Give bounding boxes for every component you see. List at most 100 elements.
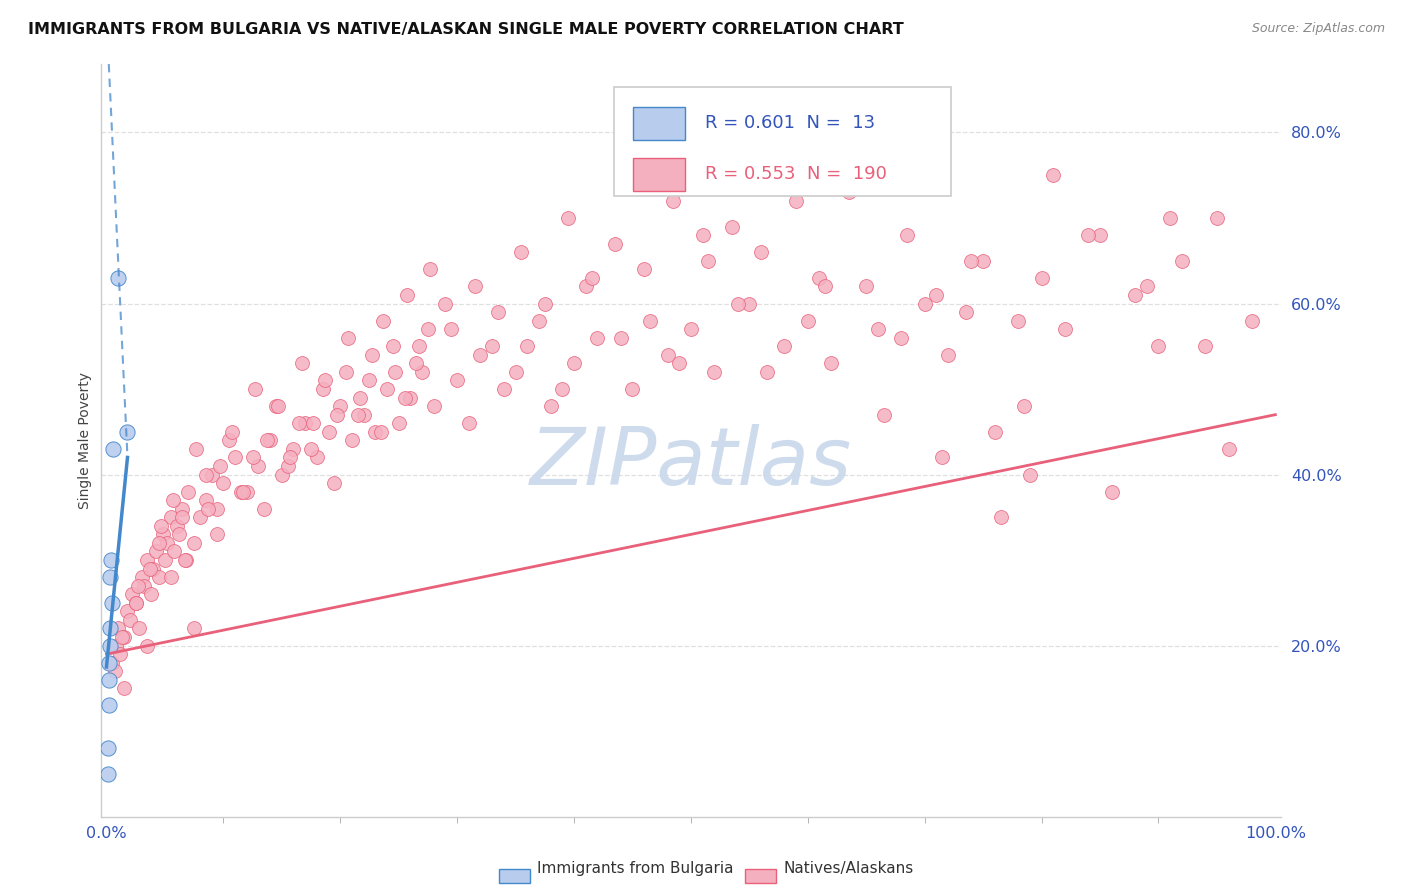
Point: [364, 425, 387, 439]
Point: [399, 391, 422, 405]
Point: [533, 296, 555, 310]
Point: [755, 365, 778, 379]
Point: [470, 348, 492, 362]
Point: [259, 434, 281, 448]
Point: [112, 630, 135, 644]
Point: [138, 561, 160, 575]
Point: [610, 331, 633, 345]
Point: [340, 434, 363, 448]
Point: [145, 544, 167, 558]
Point: [411, 365, 433, 379]
Point: [159, 510, 181, 524]
Point: [1171, 253, 1194, 268]
Point: [779, 160, 801, 174]
Point: [527, 313, 550, 327]
Point: [188, 510, 211, 524]
Point: [931, 450, 953, 465]
Point: [148, 570, 170, 584]
Text: R = 0.553  N =  190: R = 0.553 N = 190: [704, 165, 887, 183]
Point: [855, 279, 877, 293]
Point: [212, 476, 235, 491]
Point: [738, 296, 761, 310]
Point: [177, 484, 200, 499]
Point: [972, 253, 994, 268]
Point: [353, 408, 375, 422]
Point: [516, 339, 538, 353]
Point: [422, 399, 444, 413]
Point: [373, 313, 395, 327]
Point: [797, 313, 820, 327]
Point: [194, 467, 217, 482]
Point: [337, 331, 360, 345]
Point: [229, 484, 252, 499]
Point: [208, 458, 231, 473]
Point: [557, 211, 579, 225]
FancyBboxPatch shape: [633, 107, 685, 140]
Point: [1101, 484, 1123, 499]
Point: [844, 177, 866, 191]
Point: [107, 270, 129, 285]
Point: [323, 476, 346, 491]
Point: [256, 434, 278, 448]
Point: [224, 450, 246, 465]
Point: [562, 356, 585, 370]
Point: [104, 664, 127, 678]
Point: [288, 416, 311, 430]
Point: [127, 579, 149, 593]
Point: [242, 450, 264, 465]
Point: [773, 339, 796, 353]
Point: [349, 391, 371, 405]
Point: [727, 296, 749, 310]
Point: [97, 698, 120, 713]
Point: [621, 382, 644, 396]
Point: [162, 493, 184, 508]
Point: [955, 305, 977, 319]
Point: [247, 458, 270, 473]
Point: [457, 416, 479, 430]
Point: [136, 639, 159, 653]
Point: [277, 458, 299, 473]
Point: [1012, 399, 1035, 413]
Text: Source: ZipAtlas.com: Source: ZipAtlas.com: [1251, 22, 1385, 36]
Point: [814, 279, 837, 293]
Point: [194, 493, 217, 508]
Point: [136, 553, 159, 567]
Point: [183, 622, 205, 636]
Point: [163, 544, 186, 558]
Point: [901, 143, 924, 157]
Point: [131, 570, 153, 584]
Text: ZIPatlas: ZIPatlas: [530, 424, 852, 502]
Point: [299, 442, 322, 456]
Point: [97, 767, 120, 781]
Point: [302, 416, 325, 430]
Point: [416, 322, 439, 336]
Point: [267, 399, 290, 413]
Point: [375, 382, 398, 396]
Point: [218, 434, 240, 448]
Point: [446, 374, 468, 388]
Point: [1206, 211, 1229, 225]
Point: [1136, 279, 1159, 293]
Point: [384, 365, 406, 379]
Point: [101, 656, 124, 670]
Point: [235, 484, 257, 499]
Point: [166, 519, 188, 533]
Point: [312, 382, 335, 396]
Point: [335, 365, 357, 379]
Point: [486, 305, 509, 319]
Point: [896, 228, 918, 243]
Point: [142, 561, 165, 575]
Point: [668, 356, 690, 370]
Point: [1042, 168, 1064, 182]
Text: R = 0.601  N =  13: R = 0.601 N = 13: [704, 114, 875, 132]
Y-axis label: Single Male Poverty: Single Male Poverty: [79, 372, 93, 508]
Point: [232, 484, 254, 499]
Point: [270, 467, 292, 482]
Point: [657, 348, 679, 362]
Point: [697, 253, 720, 268]
FancyBboxPatch shape: [614, 87, 950, 195]
Point: [633, 262, 655, 277]
Point: [100, 553, 122, 567]
Point: [118, 613, 141, 627]
Point: [581, 270, 603, 285]
